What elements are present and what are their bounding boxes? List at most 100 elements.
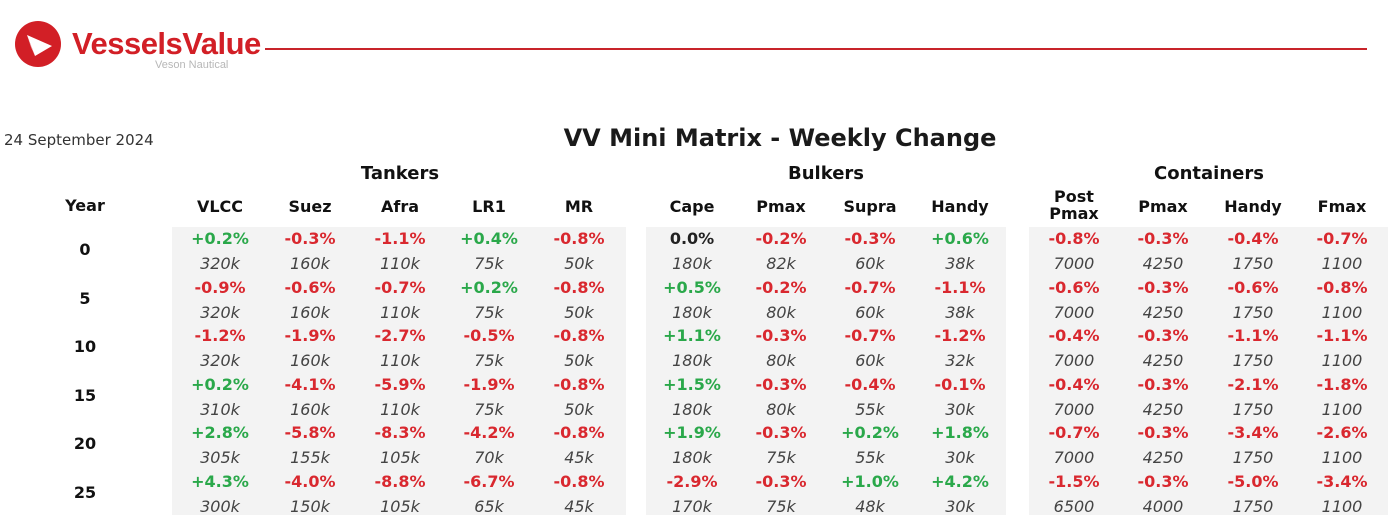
weekly-change-value: -0.7% [374,277,426,297]
weekly-change-value: -0.3% [755,472,807,491]
vessel-size-value: 160k [290,351,330,371]
vessel-size-value: 75k [474,254,504,273]
report-date: 24 September 2024 [4,131,154,149]
brand-subtitle: Veson Nautical [155,59,229,71]
vessel-size-value: 50k [564,351,594,371]
column-header: Fmax [1317,197,1367,216]
vessel-size-value: 110k [380,302,420,322]
column-header: VLCC [196,197,244,216]
weekly-change-value: +1.0% [841,472,899,491]
vessel-size-value: 45k [564,448,594,468]
weekly-change-value: -2.1% [1227,374,1279,394]
vessel-size-value: 180k [672,254,712,273]
vessel-size-value: 75k [474,302,504,322]
vessel-size-value: 1100 [1321,497,1363,516]
vessel-size-value: 70k [474,448,504,468]
weekly-change-value: -0.2% [755,229,807,248]
weekly-change-value: -2.7% [374,326,426,346]
vessel-size-value: 80k [766,302,796,322]
weekly-change-value: -1.2% [934,326,986,346]
year-label: 5 [79,288,91,308]
weekly-change-value: +0.6% [931,229,989,248]
weekly-change-value: -0.7% [844,326,896,346]
vessel-size-value: 7000 [1053,351,1095,371]
weekly-change-value: -0.3% [1137,423,1189,443]
vessel-size-value: 50k [564,302,594,322]
vessel-size-value: 7000 [1053,448,1095,468]
weekly-change-value: -0.8% [553,374,605,394]
weekly-change-value: -0.4% [844,374,896,394]
vessel-size-value: 75k [474,399,504,419]
vessel-size-value: 82k [766,254,796,273]
weekly-change-value: -1.1% [1227,326,1279,346]
vessel-size-value: 80k [766,351,796,371]
vessel-size-value: 50k [564,399,594,419]
tankers-panel-background [172,227,626,515]
vessel-size-value: 30k [945,497,975,516]
weekly-change-value: -4.2% [463,423,515,443]
weekly-change-value: -4.1% [284,374,336,394]
weekly-change-value: -5.9% [374,374,426,394]
weekly-change-value: -0.8% [553,277,605,297]
vessel-size-value: 160k [290,302,330,322]
weekly-change-value: +0.2% [191,374,249,394]
weekly-change-value: +0.2% [841,423,899,443]
vessel-size-value: 75k [766,497,796,516]
vessel-size-value: 50k [564,254,594,273]
year-label: 20 [73,434,97,454]
column-header: Handy [1224,197,1282,216]
column-header: Cape [669,197,715,216]
vessel-size-value: 4250 [1142,302,1184,322]
containers-panel-background [1029,227,1388,515]
weekly-change-value: -0.7% [1316,229,1368,248]
year-label: 15 [73,385,97,405]
vessel-size-value: 1100 [1321,302,1363,322]
vessel-size-value: 60k [855,302,885,322]
header-divider [265,48,1367,50]
report-header: VesselsValue Veson Nautical [0,0,1388,90]
weekly-change-value: -1.2% [194,326,246,346]
vessel-size-value: 1750 [1232,254,1274,273]
vessel-size-value: 155k [290,448,330,468]
weekly-change-value: -0.3% [755,326,807,346]
weekly-change-value: -1.1% [934,277,986,297]
weekly-change-value: -0.3% [755,374,807,394]
vessel-size-value: 1750 [1232,448,1274,468]
vessel-size-value: 55k [855,448,885,468]
weekly-change-value: +1.1% [663,326,721,346]
weekly-change-value: -2.9% [666,472,718,491]
vessel-size-value: 160k [290,254,330,273]
vessel-size-value: 110k [380,254,420,273]
vessel-size-value: 320k [200,302,240,322]
weekly-change-value: -8.3% [374,423,426,443]
vessel-size-value: 180k [672,351,712,371]
year-label: 10 [73,337,97,357]
vessel-size-value: 150k [290,497,330,516]
weekly-change-value: -0.4% [1048,374,1100,394]
vessel-size-value: 105k [380,448,420,468]
weekly-change-value: -0.8% [1316,277,1368,297]
vessel-size-value: 55k [855,399,885,419]
vessel-size-value: 80k [766,399,796,419]
vessel-size-value: 65k [474,497,504,516]
weekly-change-value: -0.7% [1048,423,1100,443]
vessel-size-value: 1100 [1321,448,1363,468]
vessel-size-value: 4250 [1142,254,1184,273]
weekly-change-value: -0.3% [1137,229,1189,248]
year-label: 0 [79,240,91,259]
weekly-change-value: -0.8% [553,423,605,443]
weekly-change-value: -0.3% [755,423,807,443]
vessel-size-value: 7000 [1053,399,1095,419]
weekly-change-value: -0.3% [1137,277,1189,297]
column-header: Pmax [1138,197,1188,216]
vessel-size-value: 1750 [1232,302,1274,322]
vessel-size-value: 1100 [1321,399,1363,419]
weekly-change-value: -0.4% [1048,326,1100,346]
vessel-size-value: 6500 [1053,497,1095,516]
vessel-size-value: 160k [290,399,330,419]
column-header: Supra [843,197,897,216]
vesselsvalue-logo-icon [15,21,61,67]
vessel-size-value: 170k [672,497,712,516]
weekly-change-value: +0.5% [663,277,721,297]
weekly-change-value: +4.2% [931,472,989,491]
